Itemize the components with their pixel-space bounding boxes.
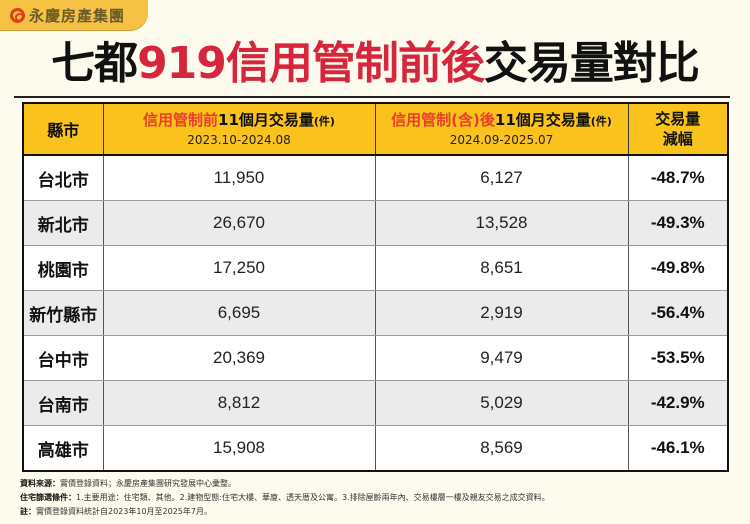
page-title: 七都919信用管制前後交易量對比 bbox=[0, 36, 750, 92]
title-prefix: 七都 bbox=[51, 38, 138, 89]
title-highlight: 919信用管制前後 bbox=[137, 38, 485, 89]
header-before-period: 2023.10-2024.08 bbox=[187, 133, 291, 147]
note-filter-text: 1.主要用途：住宅類、其他。2.建物型態:住宅大樓、華廈、透天厝及公寓。3.排除… bbox=[76, 493, 550, 502]
table-row: 桃園市 17,250 8,651 -49.8% bbox=[22, 245, 729, 291]
header-after-title: 信用管制(含)後11個月交易量(件) bbox=[376, 110, 628, 132]
cell-city: 台中市 bbox=[22, 335, 104, 381]
cell-city: 台南市 bbox=[22, 380, 104, 426]
cell-change: -46.1% bbox=[627, 425, 729, 472]
cell-city: 高雄市 bbox=[22, 425, 104, 472]
cell-change: -49.3% bbox=[627, 200, 729, 246]
ring-logo-icon bbox=[10, 7, 25, 23]
table-row: 新北市 26,670 13,528 -49.3% bbox=[22, 200, 729, 246]
cell-city: 新北市 bbox=[22, 200, 104, 246]
header-change-line1: 交易量 bbox=[655, 110, 701, 128]
header-change: 交易量 減幅 bbox=[627, 102, 729, 156]
table-row: 台北市 11,950 6,127 -48.7% bbox=[22, 154, 729, 201]
header-after-red: 信用管制(含)後 bbox=[391, 111, 495, 129]
cell-after: 2,919 bbox=[374, 290, 629, 336]
cell-city: 桃園市 bbox=[22, 245, 104, 291]
note-period-text: 實價登錄資料統計自2023年10月至2025年7月。 bbox=[36, 507, 212, 516]
cell-before: 17,250 bbox=[102, 245, 376, 291]
note-filter-label: 住宅篩選條件： bbox=[20, 493, 76, 502]
cell-before: 6,695 bbox=[102, 290, 376, 336]
table-row: 高雄市 15,908 8,569 -46.1% bbox=[22, 425, 729, 472]
note-source-label: 資料來源： bbox=[20, 479, 60, 488]
cell-before: 20,369 bbox=[102, 335, 376, 381]
note-period-label: 註： bbox=[20, 507, 36, 516]
cell-change: -49.8% bbox=[627, 245, 729, 291]
cell-before: 15,908 bbox=[102, 425, 376, 472]
comparison-table: 縣市 信用管制前11個月交易量(件) 2023.10-2024.08 信用管制(… bbox=[22, 102, 729, 472]
table-row: 台中市 20,369 9,479 -53.5% bbox=[22, 335, 729, 381]
header-before-red: 信用管制前 bbox=[143, 111, 219, 129]
header-city-label: 縣市 bbox=[47, 121, 80, 140]
title-suffix: 交易量對比 bbox=[483, 38, 700, 89]
note-filter: 住宅篩選條件：1.主要用途：住宅類、其他。2.建物型態:住宅大樓、華廈、透天厝及… bbox=[20, 491, 550, 505]
header-after-period: 2024.09-2025.07 bbox=[449, 133, 554, 147]
header-before-unit: (件) bbox=[313, 115, 335, 128]
footnotes: 資料來源：實價登錄資料；永慶房產集團研究發展中心彙整。 住宅篩選條件：1.主要用… bbox=[20, 477, 550, 519]
cell-city: 台北市 bbox=[22, 154, 104, 201]
table-row: 台南市 8,812 5,029 -42.9% bbox=[22, 380, 729, 426]
brand-name: 永慶房產集團 bbox=[29, 6, 126, 25]
title-divider bbox=[14, 96, 730, 98]
cell-after: 8,569 bbox=[374, 425, 629, 472]
cell-before: 8,812 bbox=[102, 380, 376, 426]
cell-city: 新竹縣市 bbox=[22, 290, 104, 336]
cell-after: 13,528 bbox=[374, 200, 629, 246]
note-source: 資料來源：實價登錄資料；永慶房產集團研究發展中心彙整。 bbox=[20, 477, 550, 491]
table-header-row: 縣市 信用管制前11個月交易量(件) 2023.10-2024.08 信用管制(… bbox=[22, 102, 729, 156]
cell-after: 5,029 bbox=[374, 380, 629, 426]
cell-after: 9,479 bbox=[374, 335, 629, 381]
cell-change: -48.7% bbox=[627, 154, 729, 201]
cell-after: 6,127 bbox=[374, 154, 629, 201]
header-after-unit: (件) bbox=[590, 115, 612, 128]
brand-logo-tab: 永慶房產集團 bbox=[0, 0, 148, 30]
note-period: 註：實價登錄資料統計自2023年10月至2025年7月。 bbox=[20, 505, 550, 519]
header-before-title: 信用管制前11個月交易量(件) bbox=[104, 110, 375, 132]
header-change-line2: 減幅 bbox=[662, 130, 693, 148]
header-after-black: 11個月交易量 bbox=[494, 111, 591, 129]
header-before-black: 11個月交易量 bbox=[218, 111, 314, 129]
header-after: 信用管制(含)後11個月交易量(件) 2024.09-2025.07 bbox=[374, 102, 629, 156]
table-row: 新竹縣市 6,695 2,919 -56.4% bbox=[22, 290, 729, 336]
header-city: 縣市 bbox=[22, 102, 104, 156]
header-before: 信用管制前11個月交易量(件) 2023.10-2024.08 bbox=[102, 102, 376, 156]
cell-after: 8,651 bbox=[374, 245, 629, 291]
note-source-text: 實價登錄資料；永慶房產集團研究發展中心彙整。 bbox=[60, 479, 236, 488]
cell-change: -42.9% bbox=[627, 380, 729, 426]
cell-change: -53.5% bbox=[627, 335, 729, 381]
cell-before: 26,670 bbox=[102, 200, 376, 246]
cell-before: 11,950 bbox=[102, 154, 376, 201]
cell-change: -56.4% bbox=[627, 290, 729, 336]
